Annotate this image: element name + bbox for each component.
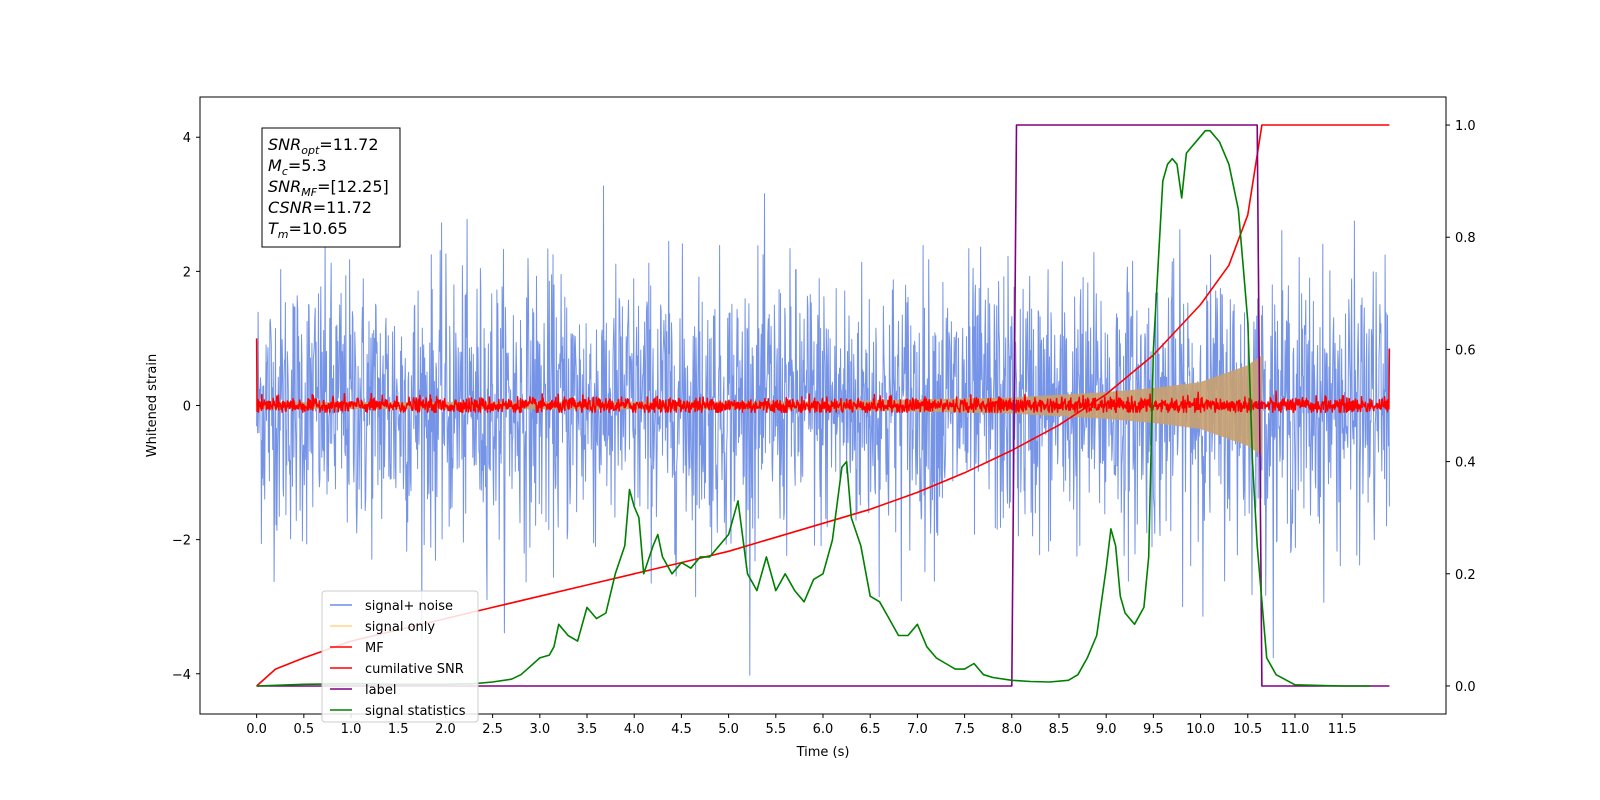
- y-tick-label: −4: [172, 668, 191, 683]
- x-tick-label: 7.5: [954, 722, 975, 737]
- x-tick-label: 4.5: [671, 722, 692, 737]
- x-axis: 0.0 0.5 1.0 1.5 2.0 2.5 3.0 3.5 4.0 4.5 5.0 5.5 6.0 6…: [246, 714, 1357, 737]
- y2-tick-label: 0.2: [1455, 568, 1476, 583]
- annotation-line: Mc=5.3: [268, 156, 327, 178]
- x-tick-label: 8.0: [1001, 722, 1022, 737]
- x-tick-label: 4.0: [624, 722, 645, 737]
- x-tick-label: 10.0: [1186, 722, 1215, 737]
- x-tick-label: 5.5: [765, 722, 786, 737]
- annotation-line: Tm=10.65: [268, 219, 348, 241]
- y2-tick-label: 1.0: [1455, 119, 1476, 134]
- x-tick-label: 0.5: [293, 722, 314, 737]
- legend-label: signal+ noise: [365, 599, 453, 614]
- y2-tick-label: 0.4: [1455, 456, 1476, 471]
- y2-tick-label: 0.8: [1455, 231, 1476, 246]
- series-signal-noise-line: [256, 185, 1390, 676]
- x-tick-label: 7.0: [907, 722, 928, 737]
- annotation-box: SNRopt=11.72Mc=5.3SNRMF=[12.25]CSNR=11.7…: [261, 127, 401, 248]
- annotation-frame: [261, 127, 401, 248]
- x-tick-label: 3.5: [577, 722, 598, 737]
- legend-label: cumilative SNR: [365, 662, 464, 677]
- x-tick-label: 1.5: [388, 722, 409, 737]
- x-tick-label: 10.5: [1233, 722, 1262, 737]
- legend-label: signal statistics: [365, 704, 466, 719]
- legend: signal+ noise signal only MF cumilative SNR…: [321, 590, 479, 723]
- annotation-line: CSNR=11.72: [268, 198, 372, 217]
- y-axis-right: 0.0 0.2 0.4 0.6 0.8 1.0: [1446, 119, 1476, 695]
- y2-tick-label: 0.6: [1455, 343, 1476, 358]
- x-tick-label: 3.0: [529, 722, 550, 737]
- series-label-line: [256, 124, 1390, 687]
- legend-label: label: [365, 683, 396, 698]
- y-axis-label: Whitened strain: [145, 354, 160, 457]
- y-tick-label: 0: [183, 400, 191, 415]
- x-axis-label: Time (s): [796, 745, 850, 760]
- x-tick-label: 5.0: [718, 722, 739, 737]
- annotation-line: SNRopt=11.72: [268, 135, 379, 157]
- x-tick-label: 1.0: [341, 722, 362, 737]
- series-mf-line: [255, 338, 1391, 413]
- legend-label: signal only: [365, 620, 435, 635]
- y-axis-left: −4 −2 0 2 4: [172, 131, 200, 683]
- legend-label: MF: [365, 641, 384, 656]
- x-tick-label: 6.0: [813, 722, 834, 737]
- x-tick-label: 2.5: [482, 722, 503, 737]
- legend-frame: [321, 590, 479, 723]
- y-tick-label: 4: [183, 131, 191, 146]
- y2-tick-label: 0.0: [1455, 680, 1476, 695]
- x-tick-label: 9.0: [1096, 722, 1117, 737]
- x-tick-label: 6.5: [860, 722, 881, 737]
- y-tick-label: −2: [172, 534, 191, 549]
- x-tick-label: 8.5: [1049, 722, 1070, 737]
- annotation-line: SNRMF=[12.25]: [268, 177, 389, 199]
- x-tick-label: 9.5: [1143, 722, 1164, 737]
- x-tick-label: 11.5: [1328, 722, 1357, 737]
- x-tick-label: 2.0: [435, 722, 456, 737]
- series-signal-statistics-line: [256, 129, 1371, 687]
- x-tick-label: 11.0: [1280, 722, 1309, 737]
- y-tick-label: 2: [183, 265, 191, 280]
- x-tick-label: 0.0: [246, 722, 267, 737]
